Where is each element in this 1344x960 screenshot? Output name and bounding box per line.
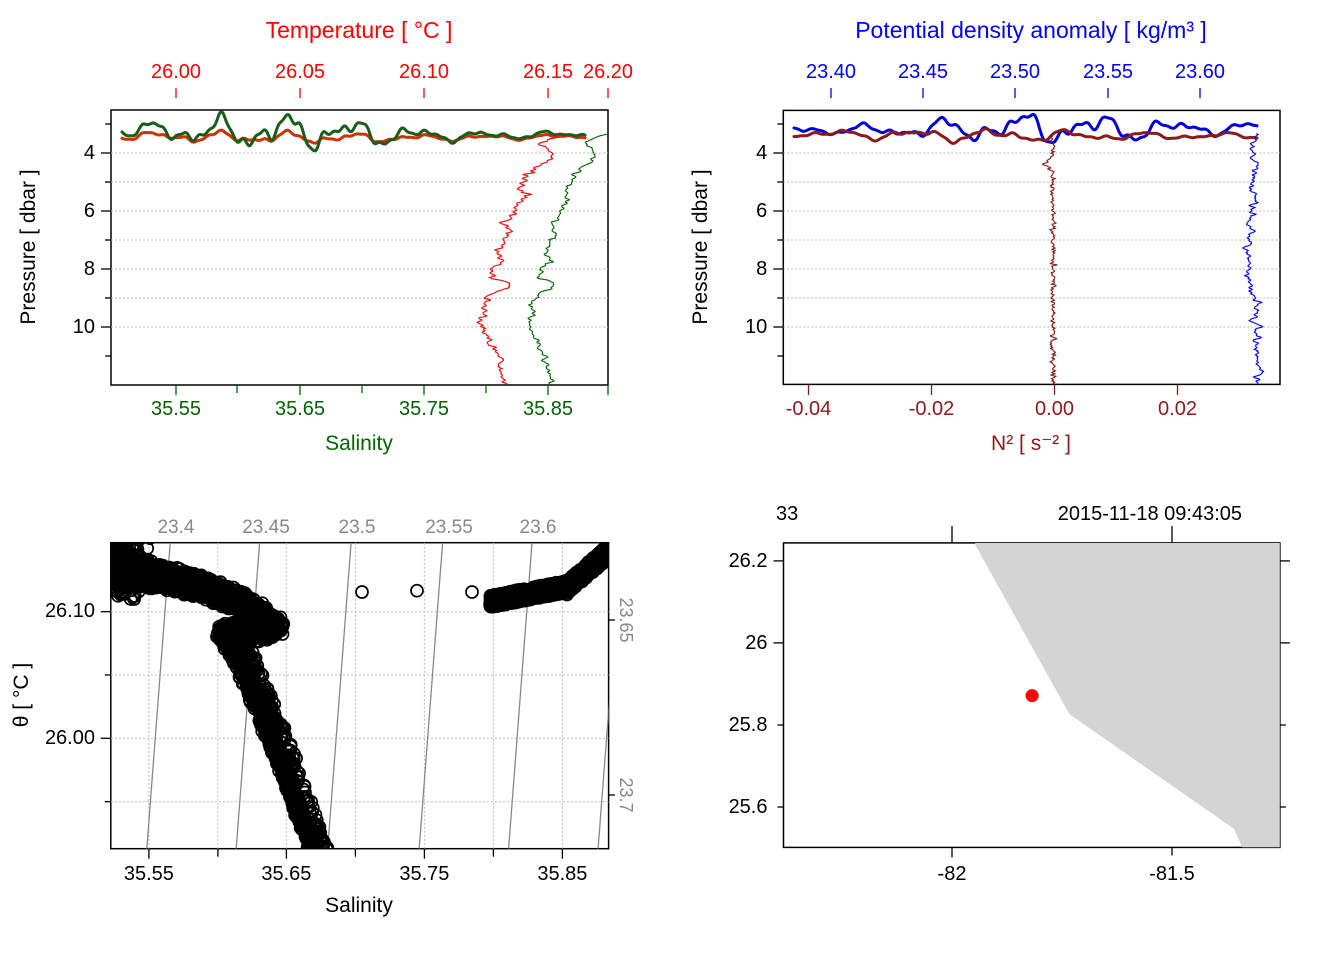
svg-text:35.85: 35.85	[523, 398, 573, 420]
svg-text:26.00: 26.00	[45, 727, 95, 749]
svg-text:35.75: 35.75	[399, 398, 449, 420]
svg-text:0.02: 0.02	[1158, 398, 1197, 420]
svg-text:23.60: 23.60	[1175, 61, 1225, 83]
svg-text:Salinity: Salinity	[325, 432, 393, 455]
svg-text:Pressure [ dbar ]: Pressure [ dbar ]	[17, 169, 40, 324]
svg-text:23.6: 23.6	[520, 517, 557, 538]
svg-text:8: 8	[84, 258, 95, 280]
svg-text:6: 6	[756, 200, 767, 222]
svg-text:26.00: 26.00	[151, 61, 201, 83]
svg-text:θ [ °C ]: θ [ °C ]	[10, 663, 33, 727]
svg-text:35.65: 35.65	[275, 398, 325, 420]
svg-text:26.20: 26.20	[583, 61, 633, 83]
svg-text:26.15: 26.15	[523, 61, 573, 83]
svg-text:26.10: 26.10	[399, 61, 449, 83]
svg-text:10: 10	[73, 316, 95, 338]
svg-text:26.10: 26.10	[45, 600, 95, 622]
svg-text:4: 4	[756, 142, 767, 164]
svg-text:23.55: 23.55	[425, 517, 473, 538]
svg-text:Pressure [ dbar ]: Pressure [ dbar ]	[689, 169, 712, 324]
svg-text:23.55: 23.55	[1083, 61, 1133, 83]
svg-text:Salinity: Salinity	[325, 894, 393, 917]
svg-text:23.40: 23.40	[806, 61, 856, 83]
svg-text:23.7: 23.7	[616, 777, 636, 812]
svg-text:23.45: 23.45	[898, 61, 948, 83]
svg-text:Potential density anomaly [ kg: Potential density anomaly [ kg/m³ ]	[855, 17, 1207, 43]
svg-text:4: 4	[84, 142, 95, 164]
svg-text:23.5: 23.5	[339, 517, 376, 538]
svg-text:26.05: 26.05	[275, 61, 325, 83]
svg-text:23.50: 23.50	[990, 61, 1040, 83]
svg-text:0.00: 0.00	[1035, 398, 1074, 420]
svg-text:35.55: 35.55	[124, 863, 174, 885]
svg-text:23.45: 23.45	[242, 517, 290, 538]
svg-text:35.75: 35.75	[399, 863, 449, 885]
svg-text:6: 6	[84, 200, 95, 222]
svg-text:-0.04: -0.04	[786, 398, 832, 420]
svg-text:35.85: 35.85	[537, 863, 587, 885]
svg-text:35.65: 35.65	[261, 863, 311, 885]
svg-text:8: 8	[756, 258, 767, 280]
svg-text:23.65: 23.65	[616, 597, 636, 642]
svg-text:23.4: 23.4	[158, 517, 195, 538]
svg-text:Temperature [ °C ]: Temperature [ °C ]	[266, 17, 453, 43]
svg-text:N² [ s⁻² ]: N² [ s⁻² ]	[991, 432, 1071, 455]
svg-text:10: 10	[745, 316, 767, 338]
svg-text:35.55: 35.55	[151, 398, 201, 420]
svg-text:-0.02: -0.02	[909, 398, 955, 420]
